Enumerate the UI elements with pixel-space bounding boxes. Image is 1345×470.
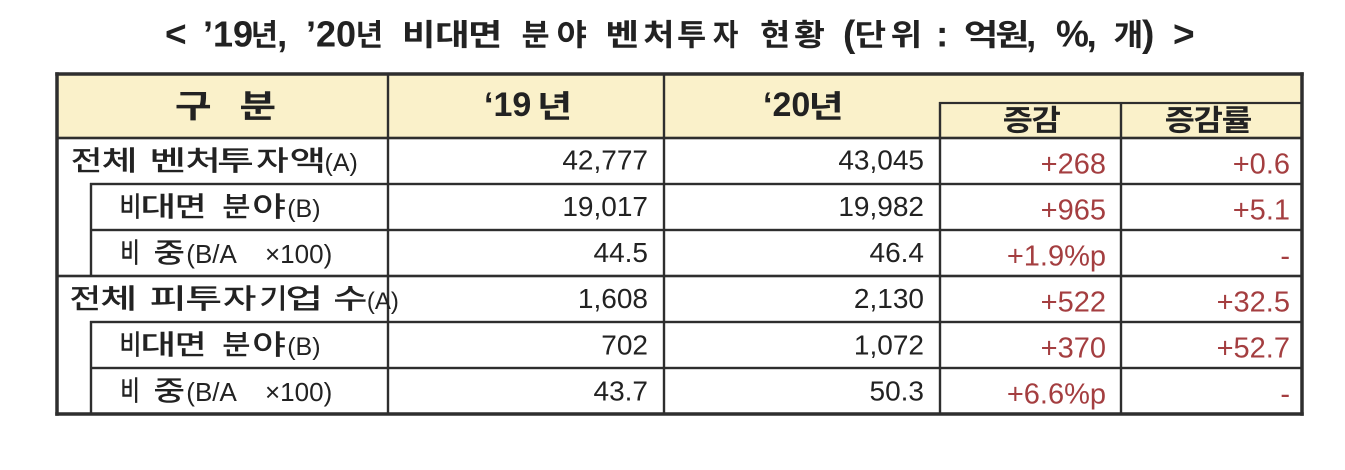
svg-text:+5.1: +5.1 bbox=[1233, 195, 1290, 227]
svg-text:1,608: 1,608 bbox=[578, 283, 648, 314]
svg-text:50.3: 50.3 bbox=[870, 376, 925, 407]
svg-text:+52.7: +52.7 bbox=[1217, 333, 1290, 365]
svg-text:19,017: 19,017 bbox=[562, 191, 648, 222]
svg-text:+1.9%p: +1.9%p bbox=[1007, 241, 1106, 273]
svg-text:(B/A: (B/A bbox=[186, 377, 237, 407]
svg-text:+268: +268 bbox=[1041, 149, 1106, 181]
svg-text:×100): ×100) bbox=[265, 377, 332, 407]
svg-text:43.7: 43.7 bbox=[594, 376, 649, 407]
svg-text:+522: +522 bbox=[1041, 287, 1106, 319]
svg-text:+32.5: +32.5 bbox=[1217, 287, 1290, 319]
svg-text:): ) bbox=[1142, 14, 1154, 55]
svg-text:+370: +370 bbox=[1041, 333, 1106, 365]
svg-text:+0.6: +0.6 bbox=[1233, 149, 1290, 181]
svg-text:%: % bbox=[1056, 14, 1089, 55]
svg-text:’19: ’19 bbox=[203, 14, 253, 55]
svg-text::: : bbox=[936, 14, 948, 55]
svg-text:+6.6%p: +6.6%p bbox=[1007, 379, 1106, 411]
svg-text:’20: ’20 bbox=[306, 14, 356, 55]
svg-text:+965: +965 bbox=[1041, 195, 1106, 227]
svg-text:,: , bbox=[1087, 14, 1097, 55]
svg-text:‘19: ‘19 bbox=[484, 86, 531, 124]
svg-text:,: , bbox=[277, 14, 287, 55]
svg-text:702: 702 bbox=[601, 329, 648, 360]
svg-text:-: - bbox=[1280, 379, 1290, 411]
svg-text:<: < bbox=[165, 14, 187, 55]
svg-text:(A): (A) bbox=[367, 288, 399, 315]
svg-text:19,982: 19,982 bbox=[838, 191, 924, 222]
svg-text:42,777: 42,777 bbox=[562, 145, 648, 176]
svg-text:2,130: 2,130 bbox=[854, 283, 924, 314]
svg-text:(A): (A) bbox=[325, 149, 358, 177]
svg-text:(B): (B) bbox=[287, 333, 320, 361]
svg-text:1,072: 1,072 bbox=[854, 329, 924, 360]
svg-text:(B): (B) bbox=[287, 195, 320, 223]
svg-text:43,045: 43,045 bbox=[838, 145, 924, 176]
svg-text:×100): ×100) bbox=[265, 239, 332, 269]
svg-text:‘20: ‘20 bbox=[763, 86, 810, 124]
svg-text:44.5: 44.5 bbox=[594, 237, 649, 268]
svg-text:(: ( bbox=[843, 14, 856, 55]
svg-text:(B/A: (B/A bbox=[186, 239, 237, 269]
svg-text:-: - bbox=[1280, 241, 1290, 273]
svg-text:,: , bbox=[1026, 14, 1036, 55]
svg-text:46.4: 46.4 bbox=[870, 237, 925, 268]
svg-text:>: > bbox=[1173, 14, 1195, 55]
